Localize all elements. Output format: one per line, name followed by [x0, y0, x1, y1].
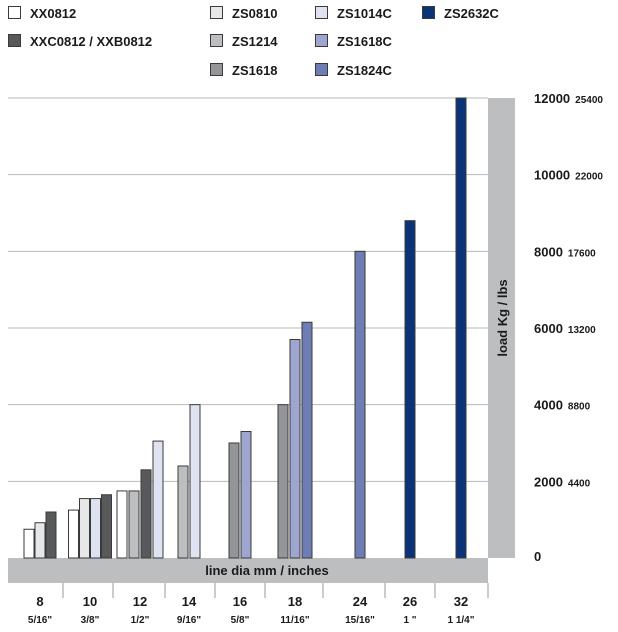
legend: XX0812 XXC0812 / XXB0812 ZS0810 ZS1214 ZS161… — [8, 6, 500, 78]
x-category-inch: 1 1/4" — [448, 615, 475, 626]
x-category-mm: 12 — [133, 594, 147, 609]
bar-zs1618c-18mm — [289, 339, 301, 559]
x-category-inch: 5/8" — [231, 615, 250, 626]
x-axis-title: line dia mm / inches — [205, 563, 329, 578]
bar-xx0812-8mm — [23, 528, 35, 559]
bar-zs1824c-18mm — [301, 321, 313, 559]
y-tick-label: 2000 4400 — [534, 474, 591, 489]
legend-label-zs1824c: ZS1824C — [337, 63, 393, 78]
x-category-mm: 18 — [288, 594, 302, 609]
legend-label-xx0812: XX0812 — [30, 6, 76, 21]
legend-label-xxc0812-xxb0812: XXC0812 / XXB0812 — [30, 34, 152, 49]
bar-zs1014c-14mm — [189, 404, 201, 559]
x-category-mm: 14 — [182, 594, 197, 609]
x-category-mm: 26 — [403, 594, 417, 609]
legend-swatch-zs1618 — [210, 63, 223, 76]
legend-label-zs1618c: ZS1618C — [337, 34, 393, 49]
x-axis-band — [8, 558, 488, 583]
bar-zs1618-18mm — [277, 404, 289, 559]
legend-swatch-zs1014c — [315, 6, 328, 19]
bar-xx0812-10mm — [68, 509, 79, 559]
bar-zs2632c-32mm — [455, 97, 467, 559]
x-category-mm: 16 — [233, 594, 247, 609]
bar-zs2632c-26mm — [404, 220, 416, 559]
x-category-inch: 1 " — [403, 615, 416, 626]
y-axis-title: load Kg / lbs — [495, 279, 510, 356]
bar-xxc0812-xxb0812-8mm — [45, 511, 57, 559]
x-category-inch: 1/2" — [131, 615, 150, 626]
bar-zs1824c-24mm — [354, 250, 366, 559]
x-category-labels: 8 5/16" 10 3/8" 12 1/2" 14 9/16" 16 5/8" 18 11/16" 2… — [28, 583, 489, 626]
legend-label-zs0810: ZS0810 — [232, 6, 278, 21]
x-category-mm: 24 — [353, 594, 368, 609]
legend-swatch-zs1824c — [315, 63, 328, 76]
bar-zs1618c-16mm — [240, 431, 252, 559]
legend-swatch-zs1618c — [315, 34, 328, 47]
legend-swatch-zs1214 — [210, 34, 223, 47]
bar-zs0810-10mm — [79, 498, 90, 559]
bar-zs1214-14mm — [177, 465, 189, 559]
bar-zs1214-12mm — [128, 490, 140, 559]
x-category-mm: 10 — [83, 594, 97, 609]
y-tick-labels: 0 2000 4400 4000 8800 6000 13200 8000 17600 10000… — [534, 91, 603, 564]
legend-swatch-xx0812 — [8, 6, 21, 19]
legend-label-zs1014c: ZS1014C — [337, 6, 393, 21]
bar-zs1014c-12mm — [152, 440, 164, 559]
gridlines — [8, 97, 488, 482]
y-tick-label: 0 — [534, 549, 541, 564]
y-tick-label: 6000 13200 — [534, 321, 596, 336]
legend-label-zs1214: ZS1214 — [232, 34, 278, 49]
bar-xx0812-12mm — [116, 490, 128, 559]
bar-zs0810-8mm — [34, 522, 46, 559]
bar-xxc0812-xxb0812-10mm — [101, 494, 112, 559]
legend-swatch-zs0810 — [210, 6, 223, 19]
x-category-inch: 5/16" — [28, 615, 52, 626]
x-category-inch: 3/8" — [81, 615, 100, 626]
y-axis-band — [488, 98, 515, 558]
legend-swatch-zs2632c — [422, 6, 435, 19]
x-category-mm: 8 — [36, 594, 43, 609]
bars — [23, 97, 467, 559]
y-tick-label: 12000 25400 — [534, 91, 603, 106]
legend-label-zs2632c: ZS2632C — [444, 6, 500, 21]
bar-xxc0812-xxb0812-12mm — [140, 469, 152, 559]
x-category-inch: 9/16" — [177, 615, 201, 626]
legend-label-zs1618: ZS1618 — [232, 63, 278, 78]
bar-zs1014c-10mm — [90, 498, 101, 559]
x-category-inch: 15/16" — [345, 615, 375, 626]
x-category-inch: 11/16" — [280, 615, 309, 626]
legend-swatch-xxc0812-xxb0812 — [8, 34, 21, 47]
y-tick-label: 8000 17600 — [534, 244, 596, 259]
bar-zs1618-16mm — [228, 442, 240, 559]
y-tick-label: 4000 8800 — [534, 398, 591, 413]
y-tick-label: 10000 22000 — [534, 168, 603, 183]
x-category-mm: 32 — [454, 594, 468, 609]
